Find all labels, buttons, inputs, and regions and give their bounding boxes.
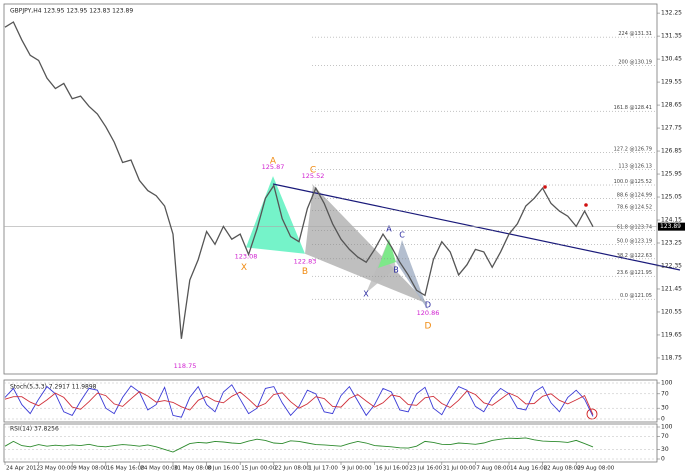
y-tick-label: 132.25 xyxy=(661,10,682,17)
signal-dot xyxy=(543,185,547,189)
x-tick-label: 8 Jun 16:00 xyxy=(208,466,240,472)
price-line xyxy=(4,21,594,339)
x-tick-label: 1 Jul 17:00 xyxy=(308,466,338,472)
y-tick-label: 124.15 xyxy=(661,217,682,224)
x-tick-label: 16 Jul 16:00 xyxy=(376,466,409,472)
fib-label: 200 @130.19 xyxy=(618,60,652,66)
pattern2-letter: A xyxy=(386,225,392,234)
price-panel xyxy=(3,3,658,375)
price-line xyxy=(4,384,594,418)
pattern-xab xyxy=(246,176,305,254)
fib-label: 38.2 @122.63 xyxy=(617,253,652,259)
rsi-panel xyxy=(3,423,658,463)
fib-label: 23.6 @121.95 xyxy=(617,270,652,276)
y-tick-label: 123.25 xyxy=(661,240,682,247)
x-tick-label: 31 Jul 00:00 xyxy=(443,466,476,472)
x-tick-label: 14 Aug 16:00 xyxy=(510,466,548,472)
current-price-box xyxy=(658,222,685,231)
y-tick-label: 121.45 xyxy=(661,285,682,292)
pattern2-green xyxy=(378,239,396,268)
x-tick-label: 9 Jul 00:00 xyxy=(342,466,372,472)
y-tick-label: 125.05 xyxy=(661,194,682,201)
y-tick-label: 30 xyxy=(661,446,669,453)
pattern-letter: X xyxy=(241,263,247,273)
x-tick-label: 31 May 08:00 xyxy=(174,466,212,472)
trend-line xyxy=(272,183,681,271)
pattern-letter: D xyxy=(425,322,432,332)
fib-label: 161.8 @128.41 xyxy=(614,105,652,111)
x-tick-label: 24 Apr 2012 xyxy=(6,466,40,472)
y-tick-label: 128.65 xyxy=(661,102,682,109)
pattern-letter: C xyxy=(310,166,316,176)
y-tick-label: 119.65 xyxy=(661,331,682,338)
fib-label: 113 @126.13 xyxy=(618,163,652,169)
fib-label: 78.6 @124.52 xyxy=(617,205,652,211)
pivot-price: 125.52 xyxy=(302,172,325,180)
x-tick-label: 9 May 08:00 xyxy=(73,466,108,472)
pivot-price: 120.86 xyxy=(417,309,440,317)
x-tick-label: 22 Jun 08:00 xyxy=(275,466,310,472)
y-tick-label: 130.45 xyxy=(661,56,682,63)
y-tick-label: 125.95 xyxy=(661,171,682,178)
x-tick-label: 3 May 00:00 xyxy=(40,466,75,472)
y-tick-label: 100 xyxy=(661,380,673,387)
fib-label: 224 @131.31 xyxy=(618,31,652,37)
current-price-label: 123.89 xyxy=(660,223,681,230)
pivot-price: 125.87 xyxy=(262,163,285,171)
x-tick-label: 15 Jun 00:00 xyxy=(241,466,276,472)
fib-label: 100.0 @125.52 xyxy=(614,179,652,185)
x-tick-label: 29 Aug 08:00 xyxy=(577,466,615,472)
y-tick-label: 127.75 xyxy=(661,125,682,132)
fib-label: 88.6 @124.99 xyxy=(617,193,652,199)
y-tick-label: 118.75 xyxy=(661,354,682,361)
rsi-title: RSI(14) 37.8256 xyxy=(10,426,59,433)
x-tick-label: 24 May 00:00 xyxy=(140,466,178,472)
y-tick-label: 120.55 xyxy=(661,308,682,315)
pattern2-letter: C xyxy=(399,231,405,240)
y-tick-label: 100 xyxy=(661,424,673,431)
stoch-title: Stoch(5,3,3) 7.2917 11.9898 xyxy=(10,384,97,391)
y-tick-label: 70 xyxy=(661,433,669,440)
x-tick-label: 7 Aug 08:00 xyxy=(476,466,510,472)
pivot-price: 123.08 xyxy=(235,252,258,260)
y-tick-label: 126.85 xyxy=(661,148,682,155)
x-tick-label: 23 Jul 16:00 xyxy=(409,466,442,472)
stoch-panel xyxy=(3,379,658,423)
y-tick-label: 0 xyxy=(661,456,665,463)
signal-dot xyxy=(584,203,588,207)
chart-title: GBPJPY,H4 123.95 123.95 123.83 123.89 xyxy=(10,8,133,15)
pattern2-letter: D xyxy=(425,301,431,310)
x-tick-label: 16 May 16:00 xyxy=(107,466,145,472)
y-tick-label: 122.35 xyxy=(661,262,682,269)
y-tick-label: 131.35 xyxy=(661,33,682,40)
fib-label: 50.0 @123.19 xyxy=(617,239,652,245)
pattern2-letter: X xyxy=(363,290,369,299)
pivot-price: 118.75 xyxy=(174,362,197,370)
y-tick-label: 70 xyxy=(661,390,669,397)
pattern2-letter: B xyxy=(393,266,399,275)
fib-label: 127.2 @126.79 xyxy=(614,147,652,153)
price-line xyxy=(4,437,594,453)
y-tick-label: 30 xyxy=(661,405,669,412)
price-line xyxy=(4,390,594,415)
pivot-price: 122.83 xyxy=(294,258,317,266)
x-tick-label: 22 Aug 08:00 xyxy=(544,466,582,472)
fib-label: 0.0 @121.05 xyxy=(620,293,652,299)
pattern-letter: A xyxy=(270,157,277,167)
y-tick-label: 129.55 xyxy=(661,79,682,86)
y-tick-label: 0 xyxy=(661,416,665,423)
pattern-letter: B xyxy=(302,267,308,277)
fib-label: 61.8 @123.74 xyxy=(617,224,652,230)
